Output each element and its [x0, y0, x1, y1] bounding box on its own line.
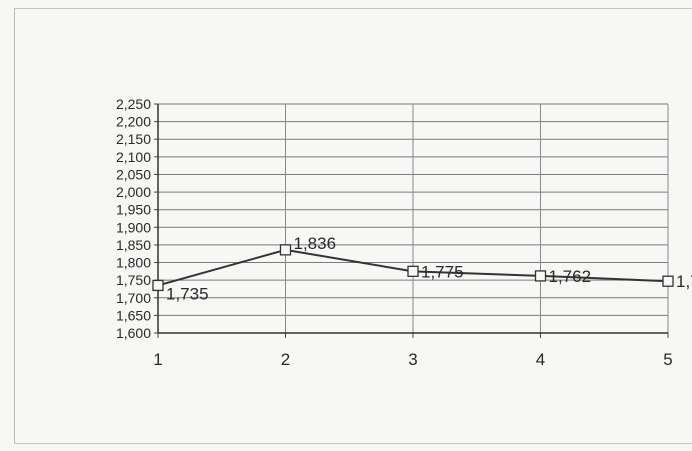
data-label: 1,747 [676, 272, 692, 291]
data-point-marker [152, 279, 164, 292]
data-point-marker [534, 270, 547, 282]
data-point-marker [407, 265, 419, 277]
x-tick-label: 1 [153, 350, 162, 369]
y-tick-label: 1,800 [116, 255, 151, 271]
data-label: 1,775 [421, 262, 464, 281]
grid [157, 103, 669, 334]
x-tick-labels: 1 2 3 4 5 [153, 350, 672, 369]
y-tick-label: 1,950 [116, 202, 151, 218]
data-label: 1,762 [549, 267, 592, 286]
series [152, 244, 674, 292]
y-tick-label: 1,600 [116, 325, 151, 341]
y-tick-label: 2,100 [116, 149, 151, 165]
data-label: 1,836 [294, 234, 337, 253]
data-point-marker [279, 244, 292, 256]
y-tick-label: 1,650 [116, 307, 151, 323]
x-tick-label: 5 [663, 350, 672, 369]
x-tick-label: 3 [408, 350, 417, 369]
y-tick-label: 2,150 [116, 131, 151, 147]
data-labels: 1,735 1,836 1,775 1,762 1,747 [166, 234, 692, 304]
y-tick-label: 2,200 [116, 114, 151, 130]
y-tick-label: 2,000 [116, 184, 151, 200]
chart-frame [14, 8, 692, 444]
y-tick-label: 2,050 [116, 166, 151, 182]
x-tick-label: 4 [536, 350, 545, 369]
x-tick-label: 2 [281, 350, 290, 369]
y-tick-label: 1,850 [116, 237, 151, 253]
axes [154, 103, 669, 338]
y-tick-label: 1,900 [116, 219, 151, 235]
y-tick-label: 1,700 [116, 290, 151, 306]
data-label: 1,735 [166, 284, 209, 303]
y-tick-label: 1,750 [116, 272, 151, 288]
y-tick-label: 2,250 [116, 96, 151, 112]
data-point-marker [662, 275, 674, 287]
